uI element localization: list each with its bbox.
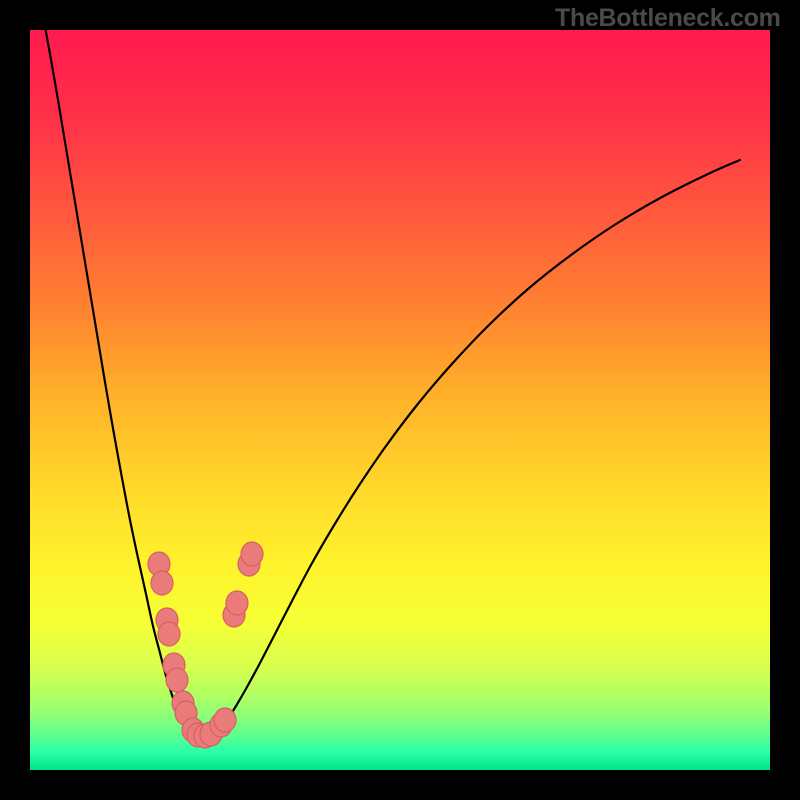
data-point-marker [241,542,263,566]
data-point-marker [151,571,173,595]
data-point-marker [226,591,248,615]
data-point-marker [214,708,236,732]
bottleneck-chart [0,0,800,800]
data-point-marker [166,668,188,692]
watermark-text: TheBottleneck.com [555,4,781,33]
frame-border-bottom [0,770,800,800]
gradient-background [30,30,770,770]
data-point-marker [158,622,180,646]
frame-border-right [770,0,800,800]
frame-border-left [0,0,30,800]
